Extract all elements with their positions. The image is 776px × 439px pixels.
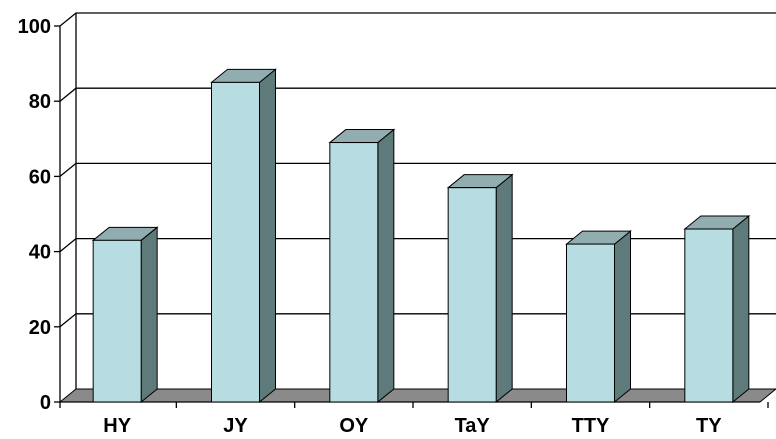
y-tick-label-80: 80 [29, 91, 51, 113]
x-tick-label-jy: JY [223, 415, 248, 437]
floor-plane [58, 388, 776, 403]
x-tick-label-hy: HY [103, 415, 131, 437]
bar-tty [565, 230, 632, 404]
y-tick-label-100: 100 [18, 16, 51, 38]
chart-floor [58, 388, 776, 403]
bar-front-tay [447, 187, 497, 403]
y-tick-label-0: 0 [40, 392, 51, 414]
axes [54, 13, 769, 408]
bar-side-tty [614, 230, 631, 404]
x-tick-label-tay: TaY [455, 415, 491, 437]
x-tick-label-oy: OY [339, 415, 369, 437]
gridline-60 [59, 162, 776, 177]
labels: 0 20 40 60 80 100 HY JY OY TaY TTY TY [18, 16, 723, 437]
x-tick-label-tty: TTY [572, 415, 610, 437]
bar-tay [446, 173, 514, 404]
bar-ty [683, 214, 751, 404]
gridlines [59, 12, 776, 328]
bar-side-ty [732, 214, 750, 404]
gridline-20 [59, 313, 776, 328]
gridline-100 [59, 12, 776, 27]
y-tick-label-40: 40 [29, 242, 51, 264]
gridline-40 [59, 237, 776, 253]
bars [91, 68, 751, 404]
bar-side-oy [377, 128, 395, 404]
bar-side-hy [140, 226, 158, 404]
y-tick-label-20: 20 [29, 317, 51, 339]
x-tick-label-ty: TY [696, 415, 722, 437]
bar-front-hy [92, 239, 142, 403]
y-tick-label-60: 60 [29, 166, 51, 188]
bar-oy [328, 128, 396, 404]
gridline-80 [59, 87, 776, 102]
bar-front-oy [329, 142, 379, 403]
bar-front-ty [684, 228, 734, 403]
bar-front-tty [566, 243, 615, 403]
bar-side-jy [259, 68, 276, 404]
bar-front-jy [211, 81, 260, 403]
bar-side-tay [495, 173, 513, 404]
bar-jy [210, 68, 277, 404]
bar-hy [91, 226, 159, 404]
